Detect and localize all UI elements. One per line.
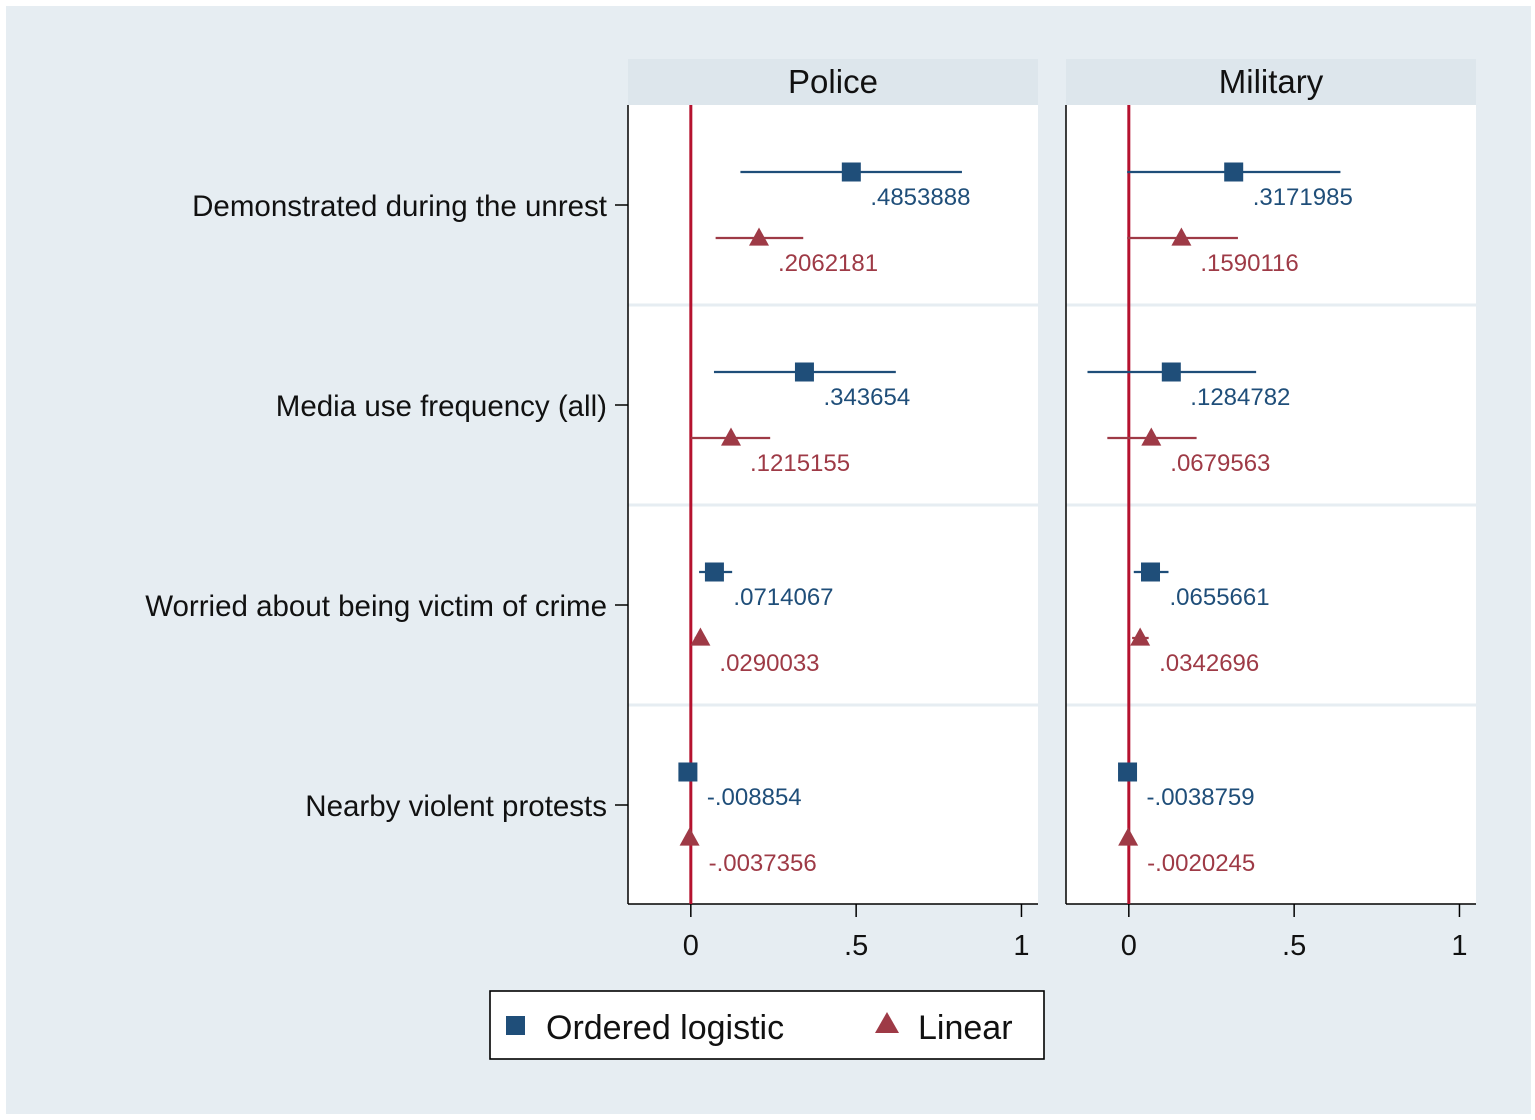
panel-police: Police 0 .5 1 .4853888 .343654 .0714067 -.00885… — [615, 59, 1038, 962]
data-label-linear: .1590116 — [1200, 250, 1298, 277]
panel-header-strip — [1066, 59, 1476, 105]
data-label-ordered-logistic: .1284782 — [1190, 384, 1290, 411]
legend-label-ordered-logistic: Ordered logistic — [546, 1009, 784, 1047]
point-linear — [1130, 627, 1151, 646]
data-label-ordered-logistic: .4853888 — [870, 184, 970, 211]
point-ordered-logistic — [841, 162, 861, 182]
category-label: Media use frequency (all) — [276, 390, 607, 423]
point-ordered-logistic — [794, 362, 814, 382]
x-tick-label: 0 — [683, 930, 699, 962]
data-label-ordered-logistic: -.008854 — [707, 784, 802, 811]
point-ordered-logistic — [1118, 762, 1138, 782]
data-label-linear: -.0020245 — [1147, 850, 1255, 877]
x-tick-label: 1 — [1451, 930, 1467, 962]
point-linear — [679, 827, 700, 846]
data-label-ordered-logistic: -.0038759 — [1147, 784, 1255, 811]
x-tick-label: .5 — [844, 930, 868, 962]
point-ordered-logistic — [1161, 362, 1181, 382]
panels-layer: Police 0 .5 1 .4853888 .343654 .0714067 -.00885… — [615, 59, 1476, 962]
data-label-linear: .2062181 — [778, 250, 878, 277]
point-linear — [749, 227, 770, 246]
point-linear — [1171, 227, 1192, 246]
data-label-linear: -.0037356 — [709, 850, 817, 877]
category-label: Demonstrated during the unrest — [192, 190, 607, 223]
category-label: Worried about being victim of crime — [145, 590, 607, 623]
data-label-linear: .0342696 — [1159, 650, 1259, 677]
point-ordered-logistic — [678, 762, 698, 782]
x-tick-label: 0 — [1121, 930, 1137, 962]
data-label-linear: .0679563 — [1170, 450, 1270, 477]
data-label-linear: .0290033 — [719, 650, 819, 677]
data-label-ordered-logistic: .0714067 — [733, 584, 833, 611]
legend: Ordered logistic Linear — [489, 990, 1045, 1060]
panel-header-strip — [628, 59, 1038, 105]
data-label-ordered-logistic: .343654 — [823, 384, 910, 411]
data-label-ordered-logistic: .3171985 — [1253, 184, 1353, 211]
legend-marker-square — [506, 1016, 525, 1035]
point-linear — [1118, 827, 1139, 846]
x-tick-label: 1 — [1013, 930, 1029, 962]
category-label: Nearby violent protests — [305, 790, 607, 823]
panel-title-military: Military — [1219, 63, 1324, 100]
panel-title-police: Police — [788, 63, 878, 100]
point-ordered-logistic — [1224, 162, 1244, 182]
legend-marker-triangle — [875, 1012, 899, 1033]
category-labels: Demonstrated during the unrest Media use … — [145, 190, 607, 823]
panel-military: Military 0 .5 1 .3171985 .1284782 .0655661 -.00… — [1065, 59, 1476, 962]
data-label-ordered-logistic: .0655661 — [1170, 584, 1270, 611]
legend-box — [489, 990, 1045, 1060]
point-linear — [690, 627, 711, 646]
data-label-linear: .1215155 — [750, 450, 850, 477]
x-tick-label: .5 — [1282, 930, 1306, 962]
point-linear — [1141, 427, 1162, 446]
point-ordered-logistic — [704, 562, 724, 582]
point-linear — [721, 427, 742, 446]
legend-label-linear: Linear — [918, 1009, 1013, 1047]
point-ordered-logistic — [1141, 562, 1161, 582]
